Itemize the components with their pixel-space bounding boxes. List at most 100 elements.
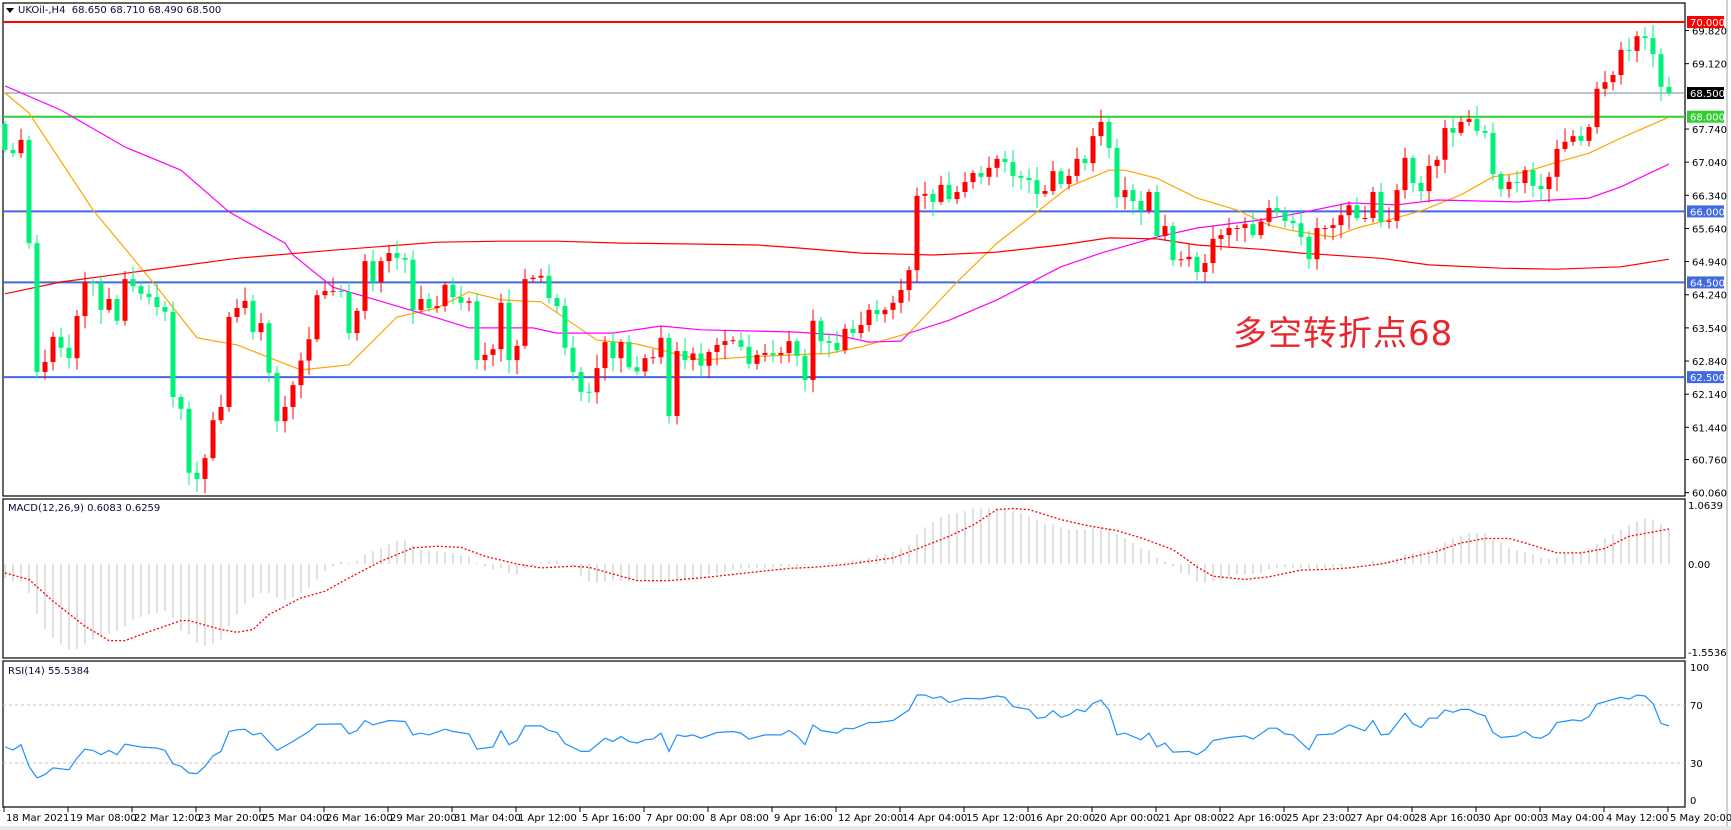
candle-bull	[1218, 235, 1224, 239]
time-tick-label: 1 Apr 12:00	[518, 813, 577, 824]
price-tick-label: 62.140	[1692, 390, 1727, 401]
candle-bear	[1666, 86, 1672, 94]
ohlc-values: 68.650 68.710 68.490 68.500	[71, 5, 222, 16]
candle-bull	[490, 349, 496, 355]
candle-bear	[1474, 119, 1480, 131]
candle-bear	[194, 472, 200, 479]
candle-bear	[346, 291, 352, 334]
candle-bull	[866, 309, 872, 326]
time-tick-label: 7 Apr 00:00	[646, 813, 705, 824]
time-tick-label: 28 Apr 16:00	[1414, 813, 1479, 824]
time-tick-label: 23 Mar 20:00	[198, 813, 265, 824]
candle-bear	[1498, 173, 1504, 190]
main-panel-frame	[2, 2, 1686, 497]
time-tick-label: 25 Apr 23:00	[1286, 813, 1351, 824]
candle-bear	[1082, 158, 1088, 164]
candle-bear	[170, 311, 176, 398]
candle-bear	[818, 320, 824, 342]
candle-bull	[650, 357, 656, 359]
candle-bear	[1450, 128, 1456, 133]
candle-bear	[546, 275, 552, 299]
candle-bear	[570, 347, 576, 372]
candle-bear	[554, 298, 560, 307]
candle-bear	[138, 286, 144, 294]
level-label-bg	[1687, 87, 1724, 100]
level-label: 62.500	[1690, 373, 1725, 384]
candle-bear	[562, 306, 568, 348]
candle-bear	[1306, 236, 1312, 260]
macd-panel: 1.0639 0.00 -1.5536	[4, 501, 1727, 659]
candle-bull	[970, 173, 976, 183]
time-tick-label: 22 Mar 12:00	[134, 813, 201, 824]
candle-bull	[1346, 205, 1352, 216]
price-tick-label: 66.340	[1692, 191, 1727, 202]
candle-bull	[674, 351, 680, 416]
candle-bull	[858, 325, 864, 334]
candle-bear	[850, 328, 856, 334]
time-tick-label: 22 Apr 16:00	[1222, 813, 1287, 824]
candle-bear	[10, 149, 16, 154]
candle-bear	[826, 341, 832, 344]
candle-bear	[370, 261, 376, 282]
time-tick-label: 12 Apr 20:00	[838, 813, 903, 824]
candle-bear	[1010, 162, 1016, 176]
level-label-bg	[1687, 16, 1724, 28]
rsi-line	[4, 694, 1670, 779]
candle-bull	[1242, 224, 1248, 228]
level-label-bg	[1687, 205, 1724, 218]
candles	[2, 24, 1672, 494]
candle-bull	[122, 279, 128, 321]
time-tick-label: 19 Mar 08:00	[70, 813, 137, 824]
candle-bear	[1130, 190, 1136, 201]
symbol-dropdown-icon[interactable]	[6, 8, 14, 13]
time-tick-label: 29 Mar 20:00	[390, 813, 457, 824]
candle-bear	[1018, 175, 1024, 178]
candle-bear	[1298, 223, 1304, 237]
candle-bull	[1602, 82, 1608, 89]
candle-bull	[1042, 191, 1048, 194]
time-tick-label: 16 Apr 20:00	[1030, 813, 1095, 824]
candle-bull	[1210, 238, 1216, 264]
candle-bull	[498, 302, 504, 350]
candle-bull	[50, 336, 56, 362]
candle-bull	[1202, 263, 1208, 273]
candle-bull	[1234, 227, 1240, 229]
price-tick-label: 60.060	[1692, 489, 1727, 500]
candle-bear	[250, 300, 256, 333]
candle-bull	[602, 342, 608, 369]
candle-bull	[898, 290, 904, 303]
price-tick-label: 65.640	[1692, 224, 1727, 235]
candle-bear	[586, 391, 592, 393]
candle-bear	[978, 173, 984, 177]
candle-bear	[1274, 208, 1280, 212]
candle-bull	[778, 352, 784, 355]
candle-bear	[610, 342, 616, 359]
candle-bull	[1562, 141, 1568, 149]
candle-bull	[226, 316, 232, 407]
candle-bear	[666, 337, 672, 416]
time-tick-label: 30 Apr 00:00	[1478, 813, 1543, 824]
level-label: 68.500	[1690, 89, 1725, 100]
candle-bear	[426, 298, 432, 308]
candle-bull	[1370, 191, 1376, 219]
candle-bull	[882, 309, 888, 315]
candle-bear	[682, 351, 688, 361]
candle-bear	[410, 259, 416, 310]
price-tick-label: 64.240	[1692, 291, 1727, 302]
candle-bull	[690, 353, 696, 361]
macd-label: MACD(12,26,9) 0.6083 0.6259	[8, 503, 161, 514]
candle-bull	[1090, 136, 1096, 164]
candle-bull	[1570, 136, 1576, 142]
candle-bull	[1618, 49, 1624, 76]
time-tick-label: 3 May 04:00	[1542, 813, 1604, 824]
candle-bull	[1386, 220, 1392, 222]
candle-bull	[258, 323, 264, 333]
candle-bull	[986, 167, 992, 177]
candle-bull	[1634, 36, 1640, 51]
candle-bear	[1658, 54, 1664, 87]
candle-bull	[1426, 165, 1432, 192]
candle-bull	[1226, 227, 1232, 236]
price-axis[interactable]: 69.820 69.120 67.740 67.040 66.340 65.640 64.9…	[1685, 16, 1727, 500]
